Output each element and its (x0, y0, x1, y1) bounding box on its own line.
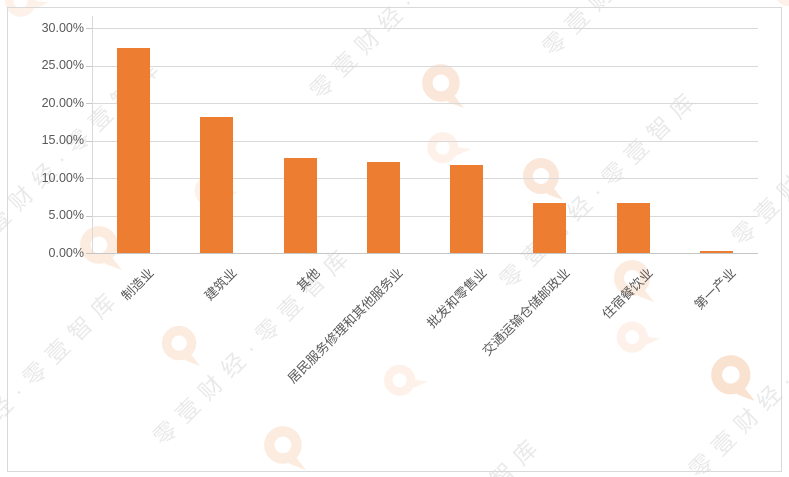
chart-frame (7, 7, 782, 472)
